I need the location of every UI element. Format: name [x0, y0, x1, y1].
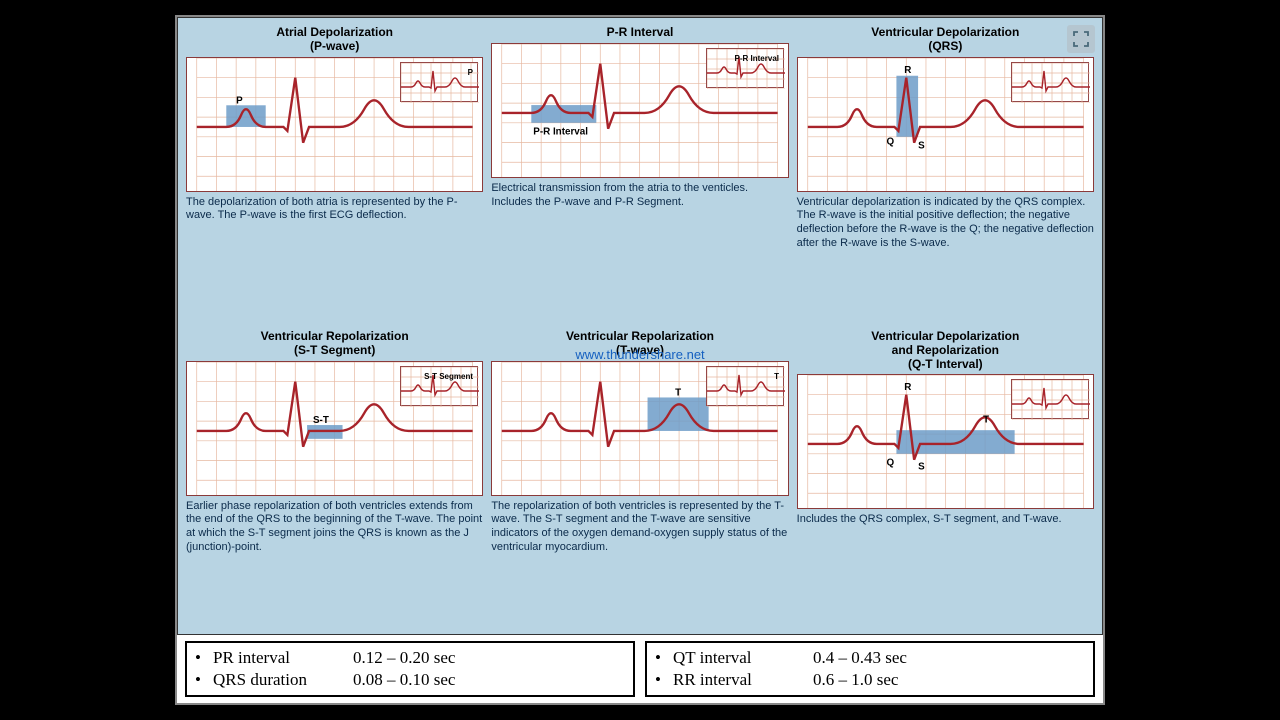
ecg-panel: Ventricular Repolarization(S-T Segment) … — [186, 330, 483, 626]
ecg-mini-chart: S-T Segment — [400, 366, 478, 406]
expand-icon[interactable] — [1067, 25, 1095, 53]
ecg-mini-chart: P-R Interval — [706, 48, 784, 88]
panel-title: Ventricular Depolarizationand Repolariza… — [797, 330, 1094, 371]
panel-title: P-R Interval — [491, 26, 788, 40]
bullet: • — [195, 669, 213, 691]
panel-description: Includes the QRS complex, S-T segment, a… — [797, 513, 1094, 527]
interval-row: • QRS duration 0.08 – 0.10 sec — [195, 669, 625, 691]
content-frame: www.thundershare.net Atrial Depolarizati… — [175, 15, 1105, 705]
svg-text:T: T — [983, 415, 989, 426]
intervals-tables: • PR interval 0.12 – 0.20 sec • QRS dura… — [177, 635, 1103, 703]
ecg-chart: S-T S-T Segment — [186, 361, 483, 496]
intervals-left: • PR interval 0.12 – 0.20 sec • QRS dura… — [185, 641, 635, 697]
bullet: • — [655, 647, 673, 669]
ecg-panel: Ventricular Depolarization(QRS) R Q S Vent… — [797, 26, 1094, 322]
intervals-right: • QT interval 0.4 – 0.43 sec • RR interv… — [645, 641, 1095, 697]
ecg-mini-chart — [1011, 379, 1089, 419]
svg-text:P-R Interval: P-R Interval — [534, 126, 589, 137]
svg-text:Q: Q — [886, 136, 894, 147]
svg-text:R: R — [904, 64, 911, 75]
panel-description: Ventricular depolarization is indicated … — [797, 196, 1094, 251]
interval-value: 0.08 – 0.10 sec — [353, 669, 455, 691]
svg-text:P: P — [236, 95, 243, 106]
ecg-chart: R Q S T — [797, 374, 1094, 509]
bullet: • — [195, 647, 213, 669]
ecg-panel: P-R Interval P-R Interval P-R Interval E… — [491, 26, 788, 322]
interval-label: PR interval — [213, 647, 353, 669]
svg-text:P-R Interval: P-R Interval — [734, 54, 778, 63]
panel-description: Earlier phase repolarization of both ven… — [186, 500, 483, 555]
panel-description: Electrical transmission from the atria t… — [491, 182, 788, 210]
interval-label: QT interval — [673, 647, 813, 669]
interval-value: 0.12 – 0.20 sec — [353, 647, 455, 669]
svg-text:R: R — [904, 382, 911, 393]
svg-text:P: P — [468, 68, 474, 77]
ecg-mini-chart: T — [706, 366, 784, 406]
ecg-mini-chart: P — [400, 62, 478, 102]
ecg-chart: P P — [186, 57, 483, 192]
interval-label: RR interval — [673, 669, 813, 691]
panel-title: Ventricular Repolarization(S-T Segment) — [186, 330, 483, 358]
panel-title: Atrial Depolarization(P-wave) — [186, 26, 483, 54]
svg-text:S: S — [918, 462, 925, 473]
ecg-panel: Ventricular Repolarization(T-wave) T T T… — [491, 330, 788, 626]
svg-text:S-T Segment: S-T Segment — [424, 372, 473, 381]
ecg-mini-chart — [1011, 62, 1089, 102]
panel-description: The repolarization of both ventricles is… — [491, 500, 788, 555]
interval-row: • QT interval 0.4 – 0.43 sec — [655, 647, 1085, 669]
svg-text:S-T: S-T — [313, 415, 329, 426]
ecg-chart: P-R Interval P-R Interval — [491, 43, 788, 178]
interval-row: • PR interval 0.12 – 0.20 sec — [195, 647, 625, 669]
svg-text:T: T — [675, 387, 681, 398]
panel-description: The depolarization of both atria is repr… — [186, 196, 483, 224]
panel-title: Ventricular Depolarization(QRS) — [797, 26, 1094, 54]
bullet: • — [655, 669, 673, 691]
svg-text:T: T — [774, 372, 779, 381]
interval-value: 0.6 – 1.0 sec — [813, 669, 898, 691]
svg-text:Q: Q — [886, 458, 894, 469]
svg-text:S: S — [918, 140, 925, 151]
panels-grid: Atrial Depolarization(P-wave) P P The de… — [177, 17, 1103, 635]
ecg-chart: T T — [491, 361, 788, 496]
interval-row: • RR interval 0.6 – 1.0 sec — [655, 669, 1085, 691]
ecg-panel: Ventricular Depolarizationand Repolariza… — [797, 330, 1094, 626]
ecg-panel: Atrial Depolarization(P-wave) P P The de… — [186, 26, 483, 322]
ecg-chart: R Q S — [797, 57, 1094, 192]
panel-title: Ventricular Repolarization(T-wave) — [491, 330, 788, 358]
interval-value: 0.4 – 0.43 sec — [813, 647, 907, 669]
interval-label: QRS duration — [213, 669, 353, 691]
